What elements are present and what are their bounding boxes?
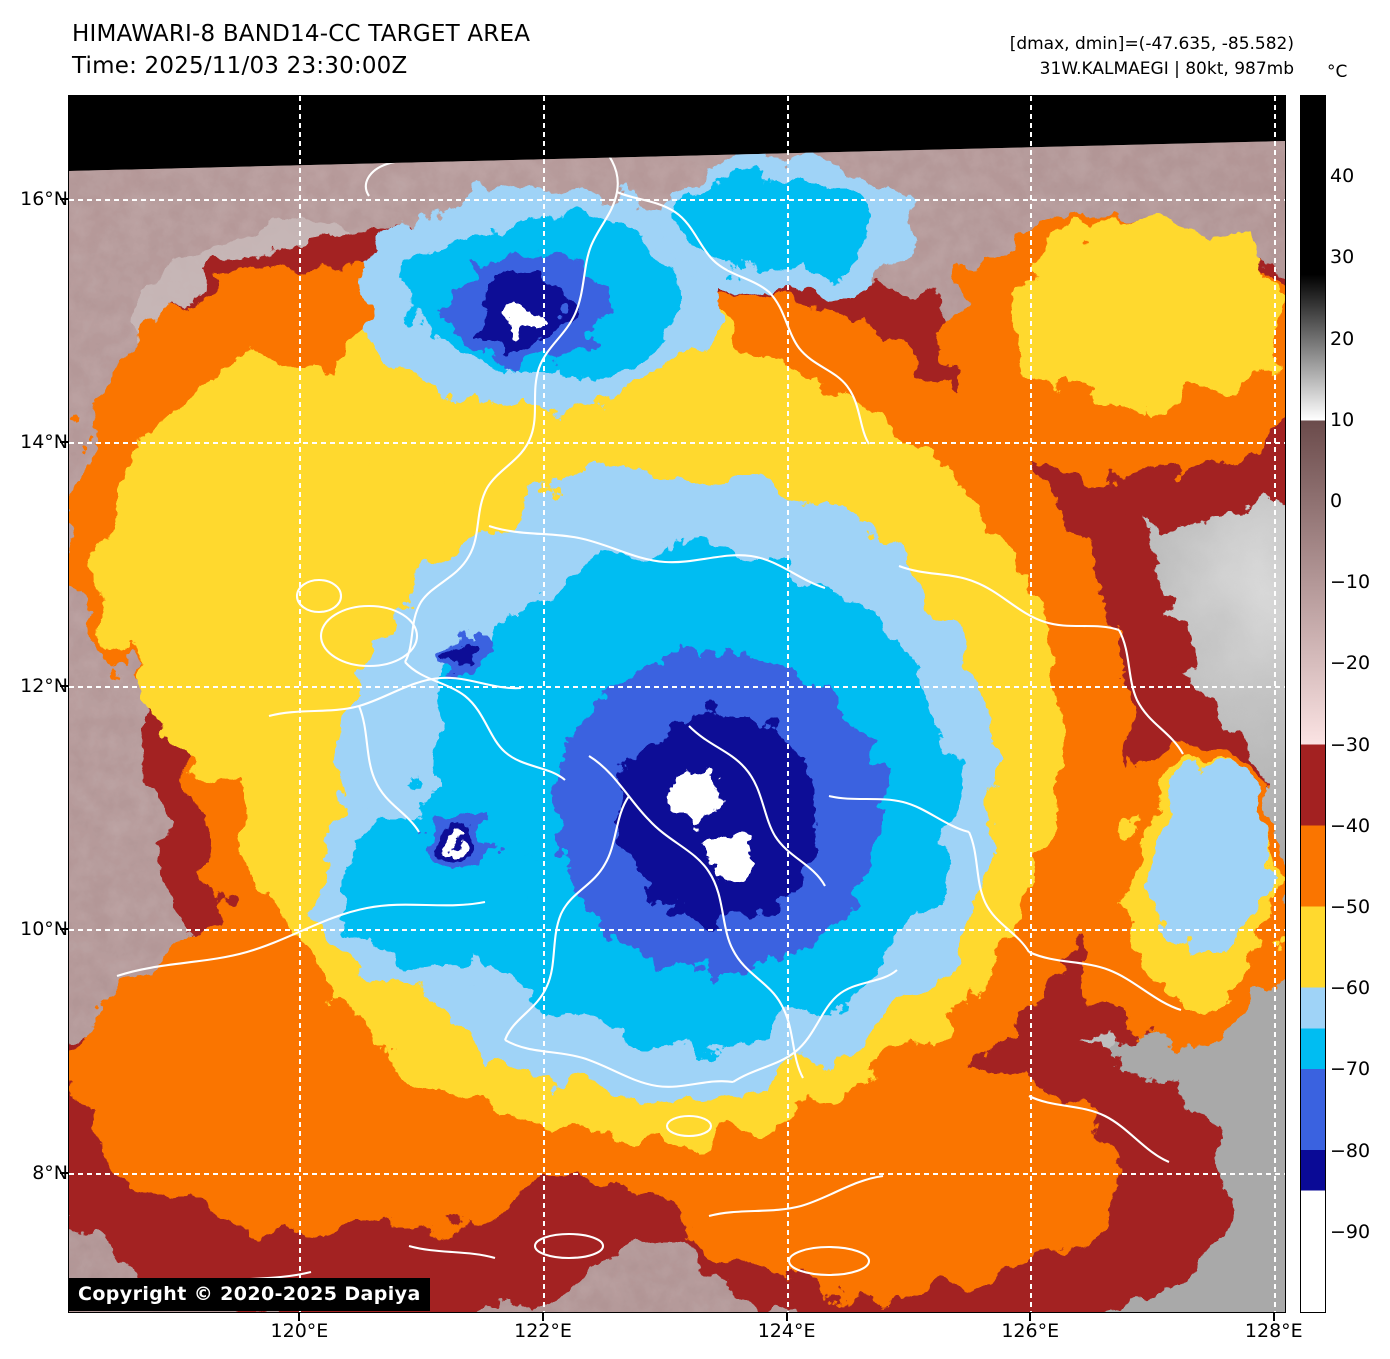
colorbar-tick--70: −70 xyxy=(1330,1058,1371,1081)
colorbar-tick--30: −30 xyxy=(1330,733,1371,756)
y-tick-mark-12 xyxy=(60,684,68,687)
colorbar-tick-30: 30 xyxy=(1330,246,1355,269)
colorbar-tick-40: 40 xyxy=(1330,165,1355,188)
y-tick-label-16: 16°N xyxy=(20,187,68,210)
colorbar-tick-10: 10 xyxy=(1330,408,1355,431)
coastline-overlay xyxy=(116,141,1184,1288)
satellite-image-plot[interactable] xyxy=(68,95,1286,1313)
satellite-swath xyxy=(69,141,1285,1312)
y-tick-label-8: 8°N xyxy=(32,1161,68,1184)
colorbar-tick--60: −60 xyxy=(1330,977,1371,1000)
x-tick-label-128: 128°E xyxy=(1244,1320,1303,1342)
y-tick-mark-8 xyxy=(60,1171,68,1174)
storm-info-label: 31W.KALMAEGI | 80kt, 987mb xyxy=(1039,59,1294,79)
y-tick-mark-16 xyxy=(60,197,68,200)
colorbar-tick--20: −20 xyxy=(1330,652,1371,675)
colorbar-tick--40: −40 xyxy=(1330,814,1371,837)
timestamp-label: Time: 2025/11/03 23:30:00Z xyxy=(72,53,408,79)
x-tick-mark-124 xyxy=(785,1313,788,1321)
coldest-overshoot-white xyxy=(449,303,755,878)
x-tick-mark-128 xyxy=(1272,1313,1275,1321)
copyright-label: Copyright © 2020-2025 Dapiya xyxy=(69,1278,430,1311)
colorbar-tick--50: −50 xyxy=(1330,896,1371,918)
colorbar-tick--80: −80 xyxy=(1330,1139,1371,1162)
x-tick-label-120: 120°E xyxy=(270,1320,329,1342)
y-tick-label-10: 10°N xyxy=(20,918,68,941)
y-tick-mark-14 xyxy=(60,441,68,444)
x-tick-mark-120 xyxy=(298,1313,301,1321)
colorbar-tick--90: −90 xyxy=(1330,1220,1371,1243)
page-title: HIMAWARI-8 BAND14-CC TARGET AREA xyxy=(72,21,531,47)
colorbar-tick--10: −10 xyxy=(1330,571,1371,594)
x-tick-label-126: 126°E xyxy=(1001,1320,1060,1342)
x-tick-mark-126 xyxy=(1029,1313,1032,1321)
y-tick-label-12: 12°N xyxy=(20,674,68,697)
colorbar-tick-20: 20 xyxy=(1330,327,1355,350)
title-block: HIMAWARI-8 BAND14-CC TARGET AREA Time: 2… xyxy=(72,18,530,82)
colorbar-tick-0: 0 xyxy=(1330,490,1343,512)
colorbar-gradient xyxy=(1301,96,1325,1312)
colorbar[interactable] xyxy=(1300,95,1326,1313)
colorbar-units-label: °C xyxy=(1327,62,1348,82)
dmax-dmin-label: [dmax, dmin]=(-47.635, -85.582) xyxy=(1009,34,1294,54)
x-tick-label-122: 122°E xyxy=(514,1320,572,1342)
x-tick-mark-122 xyxy=(542,1313,545,1321)
satellite-imagery-canvas xyxy=(69,96,1285,1312)
metadata-block: [dmax, dmin]=(-47.635, -85.582) 31W.KALM… xyxy=(1010,32,1294,82)
y-tick-label-14: 14°N xyxy=(20,431,68,454)
y-tick-mark-10 xyxy=(60,928,68,931)
x-tick-label-124: 124°E xyxy=(757,1320,816,1342)
